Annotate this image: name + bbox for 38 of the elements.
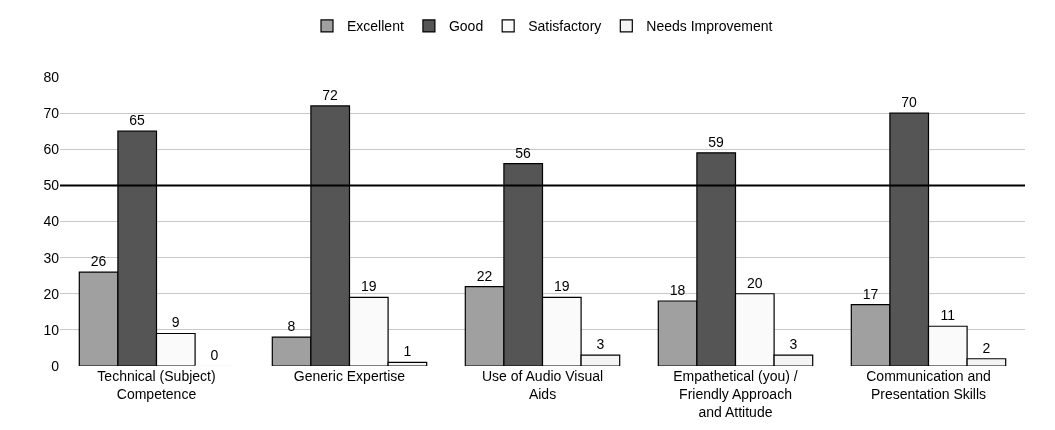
data-label: 19 [553, 278, 570, 295]
data-label: 0 [210, 347, 219, 363]
data-label: 65 [129, 112, 146, 129]
y-tick-label: 50 [43, 177, 60, 194]
x-tick-label: Technical (Subject) Competence [97, 368, 216, 403]
y-tick-label: 40 [43, 213, 60, 230]
data-label: 1 [403, 343, 412, 360]
legend-label: Good [448, 18, 484, 35]
legend-label: Satisfactory [528, 18, 602, 35]
legend-label: Needs Improvement [646, 18, 773, 35]
data-label: 18 [669, 281, 686, 298]
data-label: 70 [901, 94, 918, 111]
data-label: 22 [476, 267, 493, 284]
y-tick-label: 30 [43, 249, 60, 266]
y-tick-label: 80 [43, 68, 60, 85]
data-label: 11 [940, 307, 956, 324]
data-label: 9 [171, 314, 180, 331]
data-label: 3 [596, 336, 605, 353]
y-tick-label: 0 [51, 357, 60, 374]
x-tick-label: Empathetical (you) / Friendly Approach and Attitude [673, 368, 798, 421]
x-tick-label: Communication and Presentation Skills [866, 368, 991, 403]
x-tick-label: Generic Expertise [293, 368, 406, 384]
y-tick-label: 60 [43, 141, 60, 158]
x-tick-label: Use of Audio Visual Aids [481, 368, 604, 403]
data-label: 26 [90, 253, 107, 270]
data-label: 2 [982, 339, 991, 356]
y-tick-label: 20 [43, 285, 60, 302]
data-label: 56 [515, 144, 532, 161]
y-tick-label: 10 [43, 321, 60, 338]
data-label: 3 [789, 336, 798, 353]
y-tick-label: 70 [43, 105, 60, 122]
data-label: 59 [708, 133, 725, 150]
data-label: 19 [360, 278, 377, 295]
data-label: 8 [287, 318, 296, 335]
data-label: 20 [746, 274, 763, 291]
data-label: 72 [322, 86, 339, 103]
data-label: 17 [862, 285, 879, 302]
legend-label: Excellent [347, 18, 404, 35]
